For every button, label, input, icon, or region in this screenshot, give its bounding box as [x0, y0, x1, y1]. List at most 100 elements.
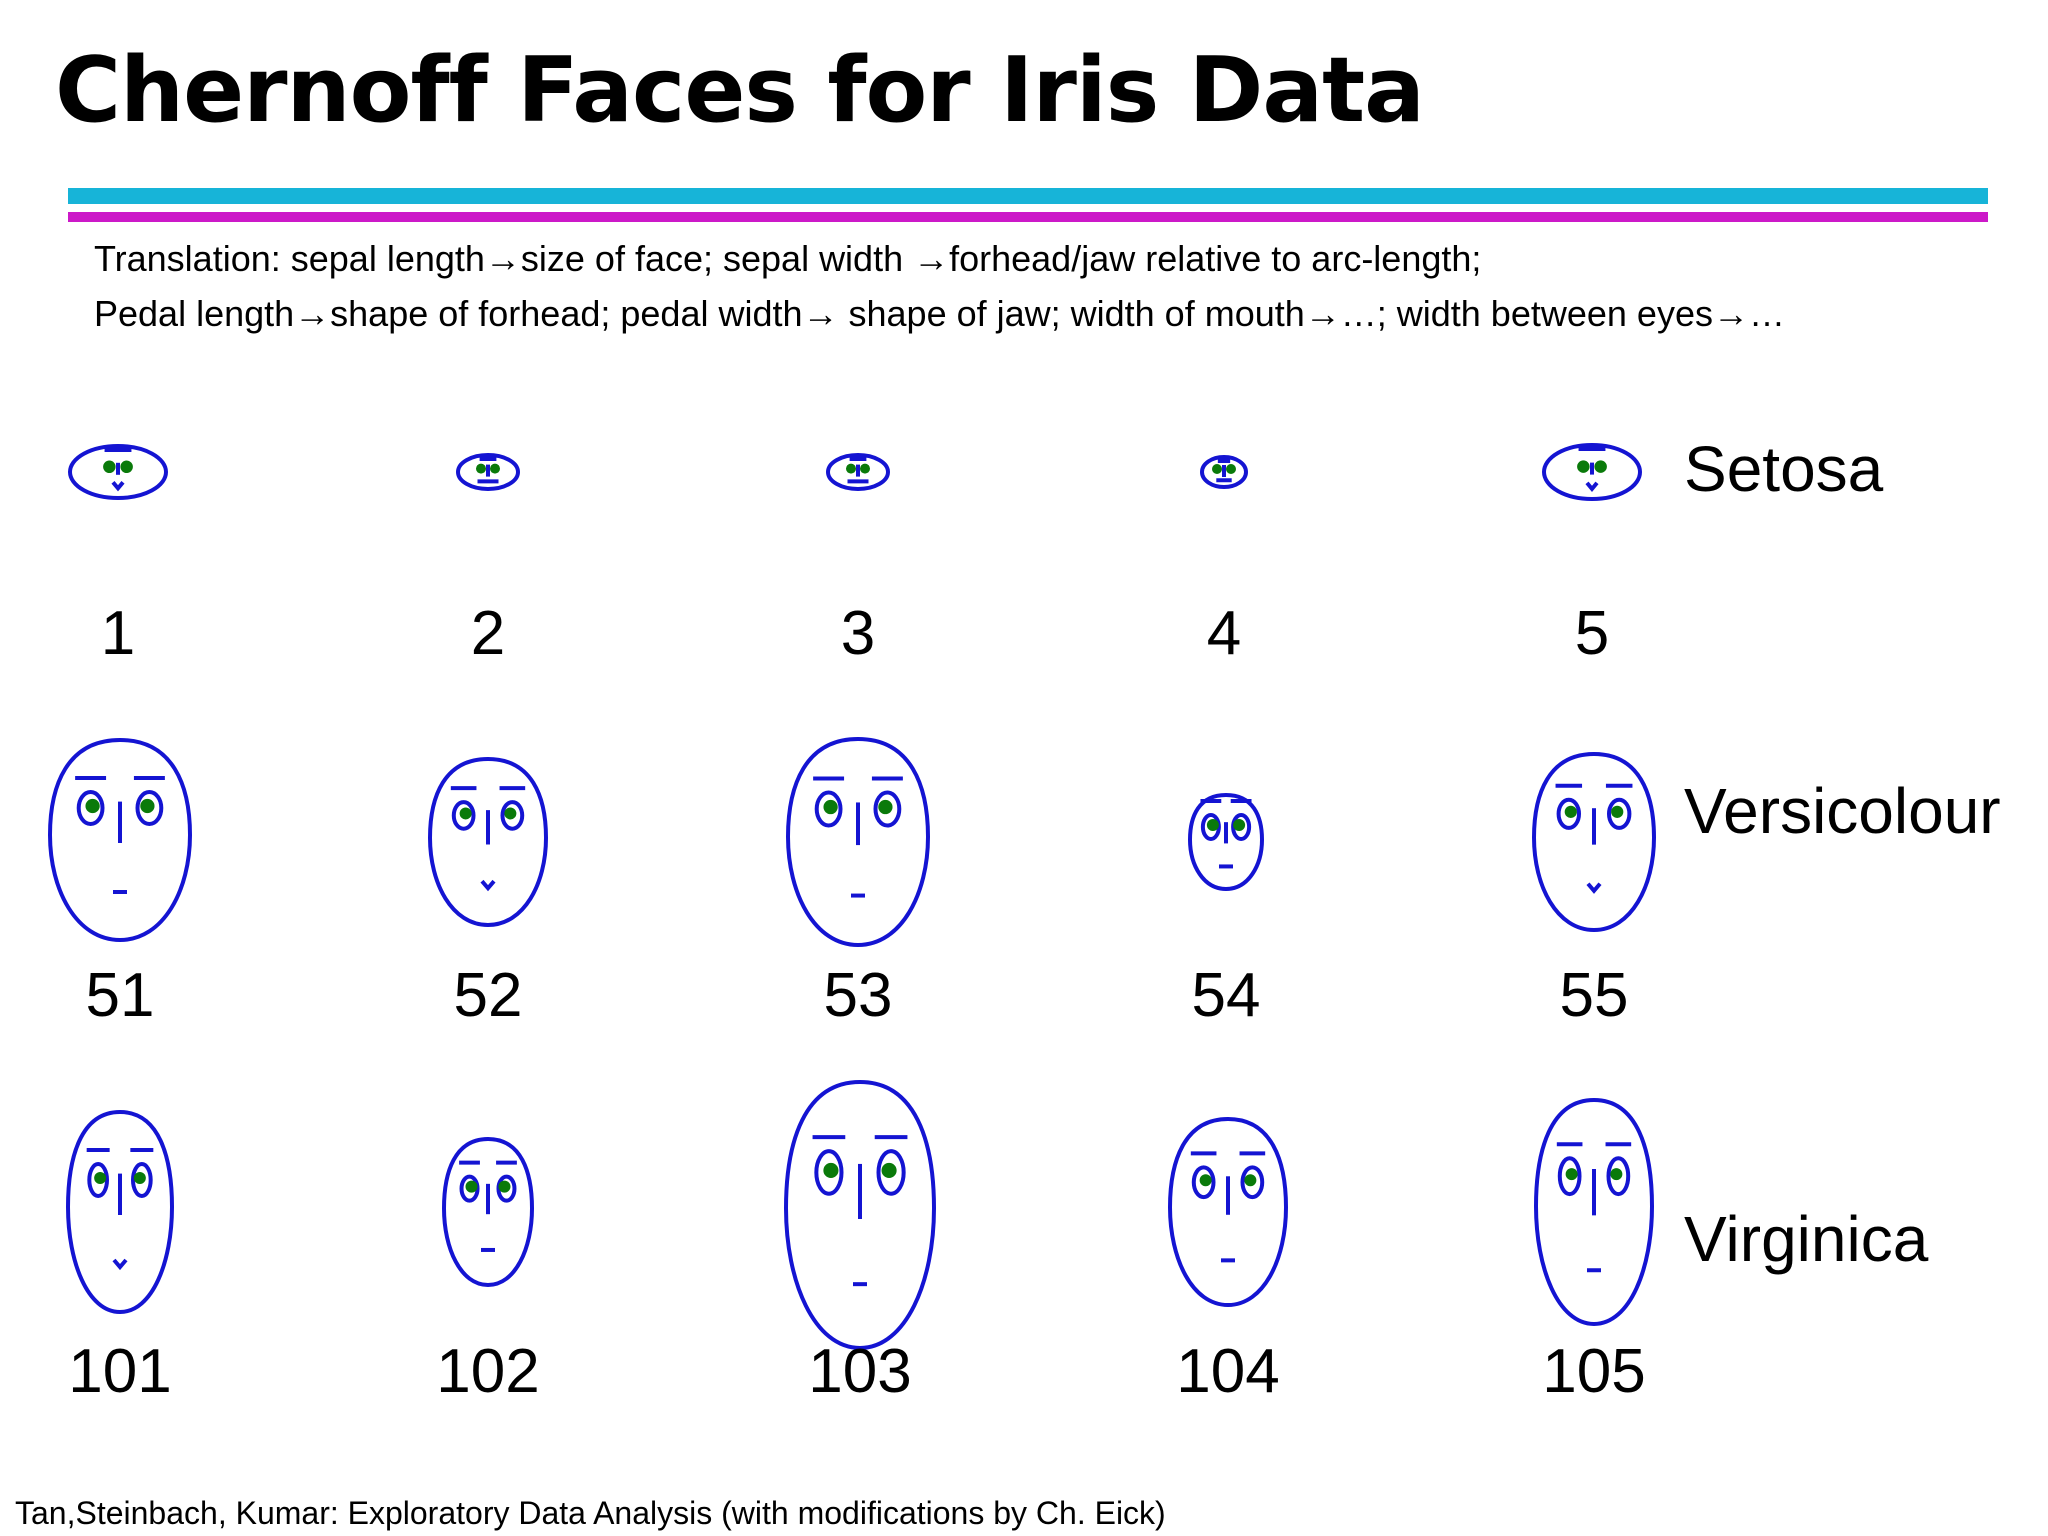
eye-pupil [1244, 1174, 1257, 1187]
eye [1231, 812, 1252, 841]
face-outline [456, 453, 520, 491]
mouth [480, 879, 496, 892]
eye-pupil [94, 1172, 107, 1184]
face-label-5: 5 [1574, 599, 1610, 668]
face-label-105: 105 [1542, 1337, 1646, 1406]
translation-line-1: Translation: sepal length→size of face; … [94, 238, 1482, 279]
chernoff-face-52 [427, 756, 549, 928]
eye-pupil [1233, 818, 1246, 831]
eye-pupil [1226, 464, 1236, 474]
chernoff-face-54 [1187, 792, 1265, 892]
face-label-103: 103 [808, 1337, 912, 1406]
face-label-53: 53 [823, 961, 893, 1030]
face-label-4: 4 [1206, 599, 1242, 668]
species-label-virginica: Virginica [1684, 1203, 1929, 1275]
face-outline [783, 1079, 937, 1351]
eye [1606, 1156, 1631, 1197]
translation-line-2: Pedal length→shape of forhead; pedal wid… [94, 293, 1785, 334]
title-rule-magenta [68, 212, 1988, 222]
chernoff-face-5 [1542, 443, 1642, 501]
eye-pupil [103, 460, 116, 474]
chernoff-face-3 [826, 453, 890, 491]
species-label-versicolour: Versicolour [1684, 775, 2001, 847]
face-outline [1542, 443, 1642, 501]
eye [1240, 1165, 1265, 1200]
species-label-setosa: Setosa [1684, 433, 1884, 505]
eye [135, 790, 164, 826]
chernoff-face-1 [68, 444, 168, 500]
eye-pupil [140, 798, 155, 814]
chernoff-face-53 [785, 736, 931, 948]
face-outline [1167, 1116, 1289, 1308]
eye [451, 800, 476, 831]
chernoff-face-51 [47, 737, 193, 943]
eye-pupil [860, 463, 870, 474]
face-outline [68, 444, 168, 500]
eye [1557, 1156, 1582, 1197]
title-rule-cyan [68, 188, 1988, 204]
eye-pupil [1577, 460, 1590, 473]
eye [1607, 797, 1632, 830]
face-label-55: 55 [1559, 961, 1629, 1030]
chernoff-face-4 [1200, 455, 1248, 489]
eye [814, 1149, 844, 1196]
eye-pupil [133, 1172, 146, 1184]
eye [1191, 1165, 1216, 1200]
face-label-3: 3 [840, 599, 876, 668]
eye-pupil [498, 1180, 511, 1193]
face-label-2: 2 [470, 599, 506, 668]
face-outline [47, 737, 193, 943]
face-outline [1187, 792, 1265, 892]
eye-pupil [1212, 464, 1222, 474]
eye-pupil [823, 799, 838, 815]
face-label-52: 52 [453, 961, 523, 1030]
eye [500, 800, 525, 831]
eye [76, 790, 105, 826]
face-label-104: 104 [1176, 1337, 1280, 1406]
eye [496, 1174, 517, 1203]
eye-pupil [1611, 805, 1624, 818]
eye-pupil [490, 463, 500, 474]
chernoff-face-102 [441, 1136, 535, 1288]
eye-pupil [465, 1180, 478, 1193]
eye-pupil [1594, 460, 1607, 473]
eye-pupil [1565, 1168, 1578, 1181]
eye-pupil [878, 799, 893, 815]
eye-pupil [504, 807, 517, 820]
mouth [111, 481, 125, 492]
eye [876, 1149, 906, 1196]
eye-pupil [120, 460, 133, 474]
eye-pupil [846, 463, 856, 474]
eye [814, 790, 843, 828]
eye [87, 1162, 110, 1198]
face-outline [427, 756, 549, 928]
eye-pupil [1610, 1168, 1623, 1181]
face-label-54: 54 [1191, 961, 1261, 1030]
eye-pupil [1199, 1174, 1212, 1187]
face-outline [1533, 1097, 1655, 1327]
eye-pupil [476, 463, 486, 474]
eye [873, 790, 902, 828]
face-outline [1200, 455, 1248, 489]
face-outline [65, 1109, 175, 1315]
chernoff-face-101 [65, 1109, 175, 1315]
chernoff-face-105 [1533, 1097, 1655, 1327]
chernoff-face-103 [783, 1079, 937, 1351]
eye [131, 1162, 153, 1198]
chernoff-face-104 [1167, 1116, 1289, 1308]
chernoff-face-2 [456, 453, 520, 491]
footer-citation: Tan,Steinbach, Kumar: Exploratory Data A… [15, 1495, 1166, 1531]
face-label-51: 51 [85, 961, 155, 1030]
mouth [1585, 481, 1599, 492]
eye-pupil [85, 798, 100, 814]
face-outline [1531, 751, 1657, 933]
face-label-101: 101 [68, 1337, 172, 1406]
face-outline [785, 736, 931, 948]
eye [459, 1174, 480, 1203]
mouth [112, 1258, 128, 1271]
face-label-102: 102 [436, 1337, 540, 1406]
page-title: Chernoff Faces for Iris Data [55, 38, 1425, 143]
mouth [1586, 882, 1602, 894]
eye-pupil [823, 1162, 839, 1178]
face-outline [441, 1136, 535, 1288]
